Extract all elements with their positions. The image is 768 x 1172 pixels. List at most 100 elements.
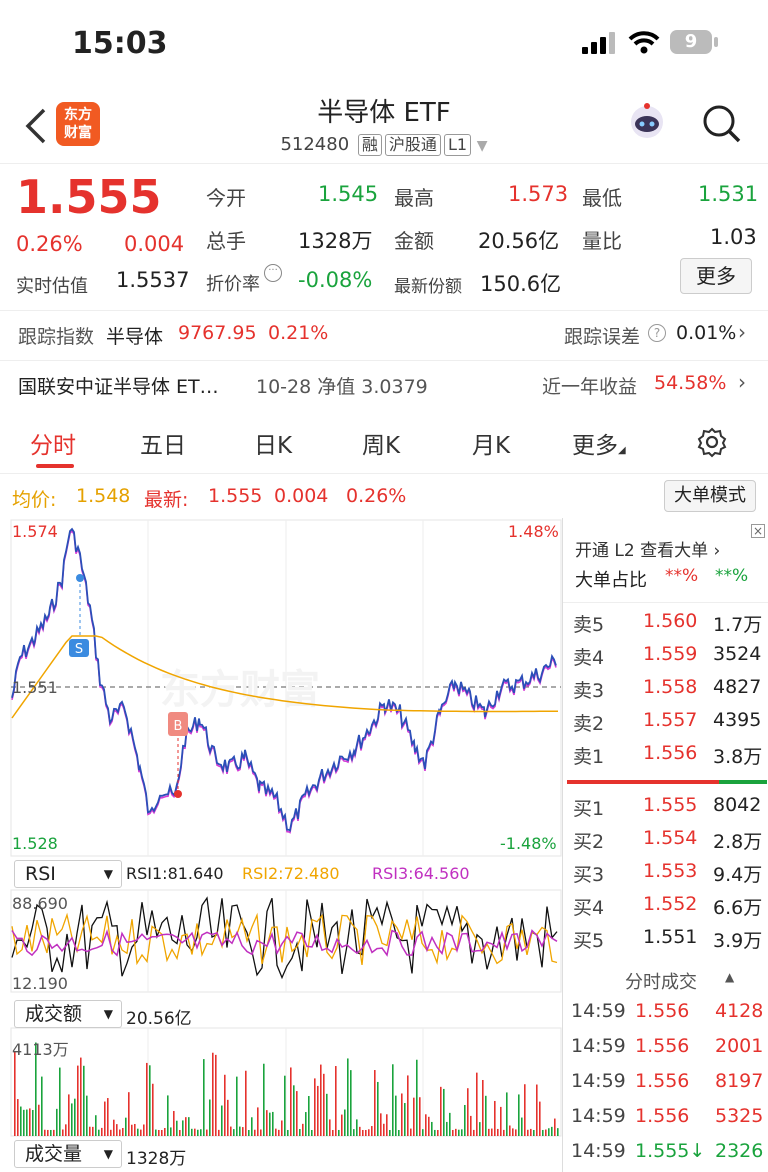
amount-bar	[383, 1123, 385, 1136]
sell-order-row[interactable]: 卖2 1.557 4395	[563, 705, 768, 738]
amount-bar	[407, 1075, 409, 1136]
fund-row[interactable]: 国联安中证半导体 ET… 10-28 净值 3.0379 近一年收益 54.58…	[0, 360, 768, 410]
amount-bar	[335, 1066, 337, 1136]
amount-bar	[362, 1129, 364, 1136]
sell-order-row[interactable]: 卖4 1.559 3524	[563, 639, 768, 672]
chevron-down-icon[interactable]: ▼	[476, 138, 488, 154]
amount-bar	[170, 1127, 172, 1136]
amount-bar	[248, 1130, 250, 1136]
tab-more[interactable]: 更多◢	[572, 426, 626, 460]
help-icon[interactable]: ?	[648, 324, 666, 342]
chart-area[interactable]: 东方财富 S B 1.574 1.48% 1.551 1.528 -1.48% …	[0, 518, 562, 1172]
amount-bar	[281, 1120, 283, 1136]
track-err-value: 0.01%	[676, 322, 737, 344]
app-logo[interactable]: 东方 财富	[56, 102, 100, 146]
amount-bar	[212, 1052, 214, 1136]
change-pct: 0.26%	[16, 232, 83, 256]
order-price: 1.552	[643, 893, 698, 915]
amount-bar	[332, 1129, 334, 1136]
gear-icon[interactable]	[696, 426, 728, 458]
amount-bar	[128, 1092, 130, 1136]
rsi2-line	[11, 912, 558, 966]
amount-selector[interactable]: 成交额 ▼	[14, 1000, 122, 1028]
buy-order-row[interactable]: 买5 1.551 3.9万	[563, 922, 768, 955]
order-volume: 3.9万	[713, 930, 763, 952]
amount-bar	[371, 1126, 373, 1136]
more-dots-icon[interactable]: ···	[264, 264, 282, 282]
last-label: 最新:	[144, 489, 189, 511]
amount-bar	[80, 1057, 82, 1136]
amount-bar	[158, 1129, 160, 1136]
high-label: 最高	[394, 186, 434, 210]
tick-time: 14:59	[571, 1105, 626, 1127]
amount-bar	[551, 1126, 553, 1136]
back-icon[interactable]	[24, 108, 48, 144]
buy-order-row[interactable]: 买1 1.555 8042	[563, 790, 768, 823]
buy-marker-label: B	[174, 719, 183, 734]
intraday-chart[interactable]: 东方财富 S B	[0, 518, 562, 1172]
robot-assistant-icon[interactable]	[626, 100, 668, 142]
tick-row[interactable]: 14:59 1.556 5325	[563, 1101, 768, 1134]
amount-bar	[263, 1063, 265, 1136]
divider	[563, 602, 768, 603]
sell-order-row[interactable]: 卖1 1.556 3.8万	[563, 738, 768, 771]
stock-code-line: 512480 融沪股通 L1 ▼	[0, 134, 768, 156]
tab-underline	[36, 464, 74, 468]
amount-bar	[419, 1097, 421, 1136]
ticks-label[interactable]: 分时成交	[625, 972, 697, 993]
sell-marker[interactable]	[69, 639, 89, 657]
amount-bar	[440, 1086, 442, 1136]
tab-monthly-k[interactable]: 月K	[472, 433, 511, 459]
caret-up-icon[interactable]: ▲	[725, 970, 735, 984]
last-pct: 0.26%	[346, 485, 407, 507]
amount-bar	[416, 1059, 418, 1136]
amount-bar	[161, 1129, 163, 1136]
chevron-right-icon[interactable]: ›	[738, 320, 746, 344]
buy-order-row[interactable]: 买3 1.553 9.4万	[563, 856, 768, 889]
tracking-index-row[interactable]: 跟踪指数 半导体 9767.95 0.21% 跟踪误差 ? 0.01% ›	[0, 310, 768, 360]
big-order-mode-button[interactable]: 大单模式	[664, 480, 756, 512]
rsi-selector[interactable]: RSI ▼	[14, 860, 122, 888]
tab-daily-k[interactable]: 日K	[254, 433, 293, 459]
amount-bar	[311, 1129, 313, 1136]
search-icon[interactable]	[700, 102, 742, 144]
buy-marker[interactable]	[168, 712, 188, 736]
amount-bar	[164, 1128, 166, 1136]
amount-bar	[206, 1129, 208, 1136]
sell-order-row[interactable]: 卖3 1.558 4827	[563, 672, 768, 705]
order-label: 卖3	[573, 680, 605, 702]
tick-row[interactable]: 14:59 1.556 4128	[563, 996, 768, 1029]
volume-selector[interactable]: 成交量 ▼	[14, 1140, 122, 1168]
buy-order-row[interactable]: 买4 1.552 6.6万	[563, 889, 768, 922]
amount-value: 20.56亿	[478, 229, 560, 253]
amount-bar	[395, 1095, 397, 1136]
tick-row[interactable]: 14:59 1.556 2001	[563, 1031, 768, 1064]
tab-more-label: 更多	[572, 433, 618, 459]
caret-down-icon: ▼	[103, 867, 113, 881]
amount-bar	[227, 1099, 229, 1136]
tick-row[interactable]: 14:59 1.555↓ 2326	[563, 1136, 768, 1169]
amount-bar	[296, 1091, 298, 1136]
chart-lines	[11, 527, 558, 980]
fund-nav: 10-28 净值 3.0379	[256, 376, 428, 398]
shares-value: 150.6亿	[480, 272, 562, 296]
tab-weekly-k[interactable]: 周K	[362, 433, 401, 459]
amount-bar	[404, 1103, 406, 1136]
order-price: 1.558	[643, 676, 698, 698]
close-icon[interactable]: ×	[751, 524, 765, 538]
l2-upgrade-link[interactable]: 开通 L2 查看大单 ›	[575, 541, 721, 561]
amount-bar	[47, 1129, 49, 1136]
amount-bar	[380, 1113, 382, 1136]
sell-ratio-bar	[719, 780, 767, 784]
amount-bar	[338, 1129, 340, 1136]
buy-order-row[interactable]: 买2 1.554 2.8万	[563, 823, 768, 856]
amount-bar	[152, 1083, 154, 1136]
amount-bar	[464, 1104, 466, 1136]
tick-row[interactable]: 14:59 1.556 8197	[563, 1066, 768, 1099]
chevron-right-icon[interactable]: ›	[738, 370, 746, 394]
sell-order-row[interactable]: 卖5 1.560 1.7万	[563, 606, 768, 639]
more-button[interactable]: 更多	[680, 258, 752, 294]
tab-five-day[interactable]: 五日	[140, 433, 186, 459]
tab-intraday[interactable]: 分时	[30, 433, 76, 459]
price-high-label: 1.574	[12, 522, 58, 541]
